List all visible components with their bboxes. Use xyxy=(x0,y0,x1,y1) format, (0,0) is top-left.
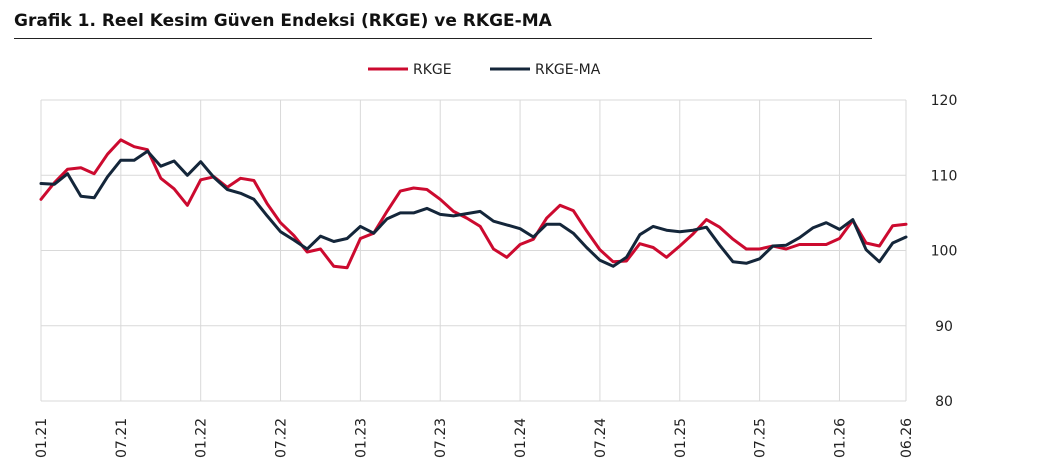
chart-grid xyxy=(40,99,907,402)
x-tick-label: 07.22 xyxy=(274,418,290,458)
y-tick-label: 90 xyxy=(935,319,953,335)
x-tick-label: 07.23 xyxy=(433,418,449,458)
x-tick-label: 07.24 xyxy=(593,418,609,458)
x-tick-label: 07.25 xyxy=(753,418,769,458)
chart-legend: RKGE RKGE-MA xyxy=(368,62,601,78)
x-tick-label: 01.23 xyxy=(353,418,369,458)
x-tick-label: 01.26 xyxy=(832,418,848,458)
y-tick-label: 80 xyxy=(935,394,953,410)
x-tick-label: 01.21 xyxy=(34,418,50,458)
x-tick-label: 01.22 xyxy=(194,418,210,458)
x-tick-label: 07.21 xyxy=(114,418,130,458)
legend-label: RKGE-MA xyxy=(535,62,601,78)
series-line-rkge-ma xyxy=(39,149,908,268)
y-axis-ticks: 120 110 100 90 80 xyxy=(931,93,958,410)
x-tick-label: 01.24 xyxy=(513,418,529,458)
y-tick-label: 100 xyxy=(931,244,958,260)
y-tick-label: 120 xyxy=(931,93,958,109)
title-underline xyxy=(14,38,872,39)
x-tick-label: 01.25 xyxy=(673,418,689,458)
chart-series xyxy=(39,138,908,270)
x-tick-label: 06.26 xyxy=(899,418,915,458)
x-axis-ticks: 01.21 07.21 01.22 07.22 01.23 07.23 01.24 07.24… xyxy=(34,418,915,458)
chart-title: Grafik 1. Reel Kesim Güven Endeksi (RKGE… xyxy=(14,11,552,31)
series-line-rkge xyxy=(39,138,908,270)
legend-label: RKGE xyxy=(413,62,452,78)
y-tick-label: 110 xyxy=(931,168,958,184)
